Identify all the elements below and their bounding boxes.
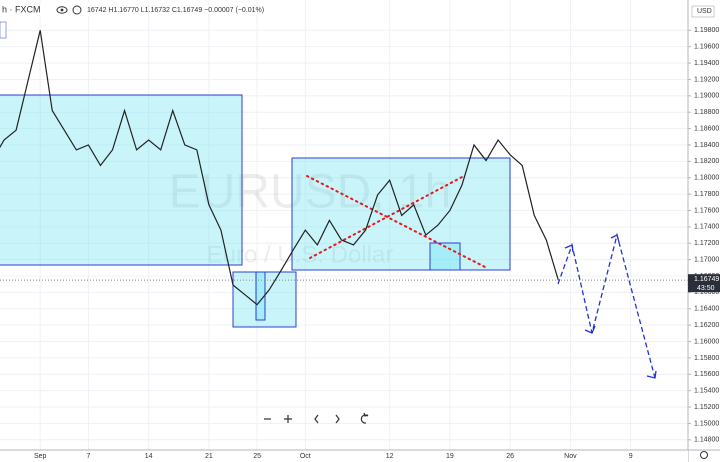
- y-tick-label: 1.16400: [694, 306, 719, 313]
- arrow-head: [584, 325, 596, 334]
- axis-settings[interactable]: [700, 451, 708, 459]
- y-tick-label: 1.19200: [694, 76, 719, 83]
- eye-icon[interactable]: [56, 6, 68, 14]
- y-tick-label: 1.19000: [694, 93, 719, 100]
- y-tick-label: 1.16000: [694, 338, 719, 345]
- x-tick-label: Oct: [300, 453, 311, 460]
- y-tick-label: 1.15600: [694, 371, 719, 378]
- y-tick-label: 1.18400: [694, 142, 719, 149]
- grid: [0, 0, 688, 450]
- y-tick-label: 1.15800: [694, 355, 719, 362]
- cross-lines: [306, 175, 486, 268]
- y-tick-label: 1.17600: [694, 207, 719, 214]
- y-tick-label: 1.18800: [694, 109, 719, 116]
- price-line: [0, 30, 559, 306]
- watermark-subtitle: Euro / U.S. Dollar: [207, 241, 394, 268]
- x-tick-label: 7: [86, 453, 90, 460]
- projection: [557, 232, 657, 379]
- x-tick-label: 25: [253, 453, 261, 460]
- x-tick-label: 26: [506, 453, 514, 460]
- y-tick-label: 1.14800: [694, 437, 719, 444]
- y-tick-label: 1.18600: [694, 125, 719, 132]
- x-tick-label: 14: [145, 453, 153, 460]
- scroll-right[interactable]: [335, 414, 340, 424]
- y-tick-label: 1.16200: [694, 322, 719, 329]
- x-tick-label: 21: [205, 453, 213, 460]
- y-tick-label: 1.16600: [694, 289, 719, 296]
- y-tick-label: 1.15200: [694, 404, 719, 411]
- watermark: EURUSD, 1h: [169, 166, 452, 219]
- symbol: h · FXCM: [2, 4, 41, 14]
- scroll-left[interactable]: [314, 414, 319, 424]
- pupil: [60, 8, 64, 12]
- x-tick-label: Sep: [34, 453, 47, 460]
- y-tick-label: 1.15000: [694, 420, 719, 427]
- trend-line: [306, 175, 486, 268]
- y-axis-panel: [688, 0, 720, 462]
- eye: [56, 6, 68, 14]
- nav-controls: [264, 412, 369, 424]
- axis-labels: 1.14800 1.15000 1.15200 1.15400 1.15600 1.158…: [34, 27, 720, 460]
- last-price-label: 1.16749: [694, 276, 719, 283]
- settings-icon[interactable]: [72, 5, 82, 15]
- x-axis-panel: [0, 450, 688, 462]
- y-tick-label: 1.17400: [694, 224, 719, 231]
- arrow-head: [564, 244, 574, 253]
- currency-box[interactable]: [691, 5, 715, 18]
- indicator-tab[interactable]: [0, 21, 7, 39]
- arrow-head: [646, 370, 657, 379]
- arrow-head: [610, 234, 620, 243]
- reset[interactable]: [360, 412, 369, 424]
- series: [0, 30, 688, 306]
- y-tick-label: 1.17200: [694, 240, 719, 247]
- countdown: 43:50: [697, 285, 715, 292]
- y-tick-label: 1.18000: [694, 175, 719, 182]
- y-tick-label: 1.17000: [694, 256, 719, 263]
- y-tick-label: 1.19800: [694, 27, 719, 34]
- last-price-tag: [688, 274, 720, 293]
- y-tick-label: 1.19600: [694, 44, 719, 51]
- trend-line: [309, 176, 463, 259]
- range-box: [255, 271, 266, 321]
- currency: USD: [697, 8, 712, 15]
- ohlc: 16742 H1.16770 L1.16732 C1.16749 −0.0000…: [87, 7, 264, 14]
- y-tick-label: 1.19400: [694, 60, 719, 67]
- y-tick-label: 1.15400: [694, 388, 719, 395]
- y-tick-label: 1.18200: [694, 158, 719, 165]
- x-tick-label: 19: [446, 453, 454, 460]
- y-tick-label: 1.17800: [694, 191, 719, 198]
- x-tick-label: 12: [386, 453, 394, 460]
- x-tick-label: 9: [629, 453, 633, 460]
- zoom-in[interactable]: [284, 415, 292, 423]
- x-tick-label: Nov: [564, 453, 577, 460]
